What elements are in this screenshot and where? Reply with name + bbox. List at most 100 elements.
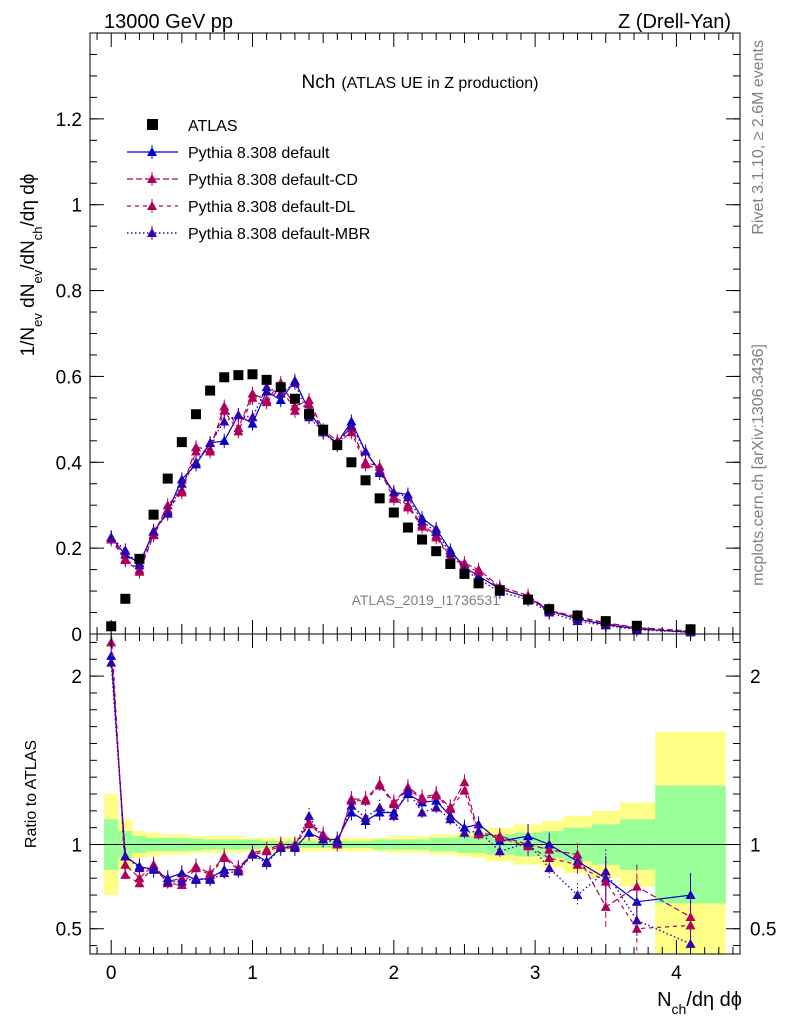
main-data-layer (106, 369, 696, 640)
legend-label: Pythia 8.308 default-MBR (188, 226, 370, 243)
ratio-marker-2 (205, 869, 216, 879)
atlas-data-point (261, 374, 272, 385)
atlas-data-point (275, 382, 286, 393)
legend-marker (147, 147, 157, 156)
ratio-marker-1 (631, 881, 642, 891)
series-marker-2 (473, 566, 484, 576)
series-marker-2 (190, 446, 201, 456)
ratio-marker-1 (120, 859, 131, 869)
ratio-marker-2 (631, 923, 642, 933)
watermark: ATLAS_2019_I1736531 (352, 592, 501, 608)
ratio-marker-3 (289, 841, 300, 851)
series-marker-2 (360, 459, 371, 469)
atlas-data-point (205, 385, 216, 396)
x-tick-label: 3 (530, 963, 541, 984)
series-marker-3 (120, 545, 131, 555)
series-marker-3 (247, 412, 258, 422)
atlas-data-point (631, 620, 642, 631)
y-tick-label: 0.4 (56, 453, 83, 474)
series-marker-3 (572, 616, 583, 626)
ratio-marker-3 (417, 807, 428, 817)
ratio-marker-3 (120, 851, 131, 861)
ratio-marker-3 (494, 846, 505, 856)
series-marker-2 (176, 487, 187, 497)
series-marker-3 (431, 526, 442, 536)
series-marker-2 (261, 397, 272, 407)
ratio-axes: 0.5 0.5 1 1 2 2 0 1 2 3 4 (56, 634, 776, 984)
x-axis-label: Nch/dη dϕ (657, 989, 742, 1017)
ratio-marker-2 (261, 846, 272, 856)
atlas-data-point (233, 370, 244, 381)
series-marker-3 (346, 420, 357, 430)
ratio-marker-3 (459, 827, 470, 837)
ratio-marker-3 (304, 810, 315, 820)
legend-label: Pythia 8.308 default-CD (188, 172, 358, 189)
y-tick-label: 1.2 (56, 110, 82, 131)
ratio-plot: 0.5 0.5 1 1 2 2 0 1 2 3 4 Ratio to ATLAS Nch/dη dϕ (23, 633, 776, 1017)
ratio-marker-3 (162, 876, 173, 886)
ratio-series-line-1 (110, 642, 691, 918)
series-line-2 (110, 386, 691, 632)
x-tick-label: 2 (389, 963, 400, 984)
ratio-marker-3 (685, 938, 696, 948)
series-marker-0 (219, 435, 230, 445)
atlas-data-point (431, 546, 442, 557)
ratio-marker-3 (402, 785, 413, 795)
ratio-marker-2 (388, 799, 399, 809)
atlas-data-point (162, 473, 173, 484)
ratio-marker-2 (190, 863, 201, 873)
legend: ATLAS Pythia 8.308 default Pythia 8.308 de… (127, 118, 370, 243)
ratio-marker-1 (600, 901, 611, 911)
ratio-marker-2 (417, 794, 428, 804)
atlas-data-point (374, 493, 385, 504)
atlas-data-point (572, 610, 583, 621)
ratio-marker-2 (600, 876, 611, 886)
ratio-marker-2 (431, 790, 442, 800)
atlas-data-point (304, 409, 315, 420)
x-tick-label: 1 (247, 963, 258, 984)
ratio-marker-0 (544, 839, 555, 849)
y-tick-label: 0.8 (56, 282, 82, 303)
series-marker-3 (289, 377, 300, 387)
legend-label: ATLAS (188, 118, 238, 135)
ratio-marker-3 (631, 915, 642, 925)
ratio-marker-2 (120, 869, 131, 879)
series-marker-3 (162, 508, 173, 518)
series-marker-3 (388, 487, 399, 497)
series-marker-3 (402, 492, 413, 502)
atlas-data-point (190, 409, 201, 420)
series-marker-2 (120, 555, 131, 565)
plot-title-main: Nch (302, 72, 336, 93)
atlas-data-point (544, 604, 555, 615)
ratio-marker-3 (219, 868, 230, 878)
ratio-marker-1 (459, 777, 470, 787)
atlas-data-point (134, 553, 145, 564)
ratio-marker-2 (134, 878, 145, 888)
legend-marker (147, 228, 157, 237)
series-marker-3 (205, 437, 216, 447)
ratio-marker-3 (318, 834, 329, 844)
atlas-data-point (388, 507, 399, 518)
ratio-y-tick-label-left: 2 (71, 667, 82, 688)
ratio-marker-3 (388, 810, 399, 820)
legend-marker-atlas (147, 119, 158, 130)
series-marker-3 (417, 516, 428, 526)
y-axis-label-main: 1/Nev dNev/dNch/dη dϕ (18, 174, 45, 357)
x-tick-label: 4 (671, 963, 682, 984)
ratio-marker-3 (346, 800, 357, 810)
ratio-marker-2 (445, 804, 456, 814)
ratio-marker-1 (685, 911, 696, 921)
atlas-data-point (473, 578, 484, 589)
ratio-marker-2 (360, 795, 371, 805)
ratio-y-tick-label-left: 1 (71, 836, 82, 857)
y-tick-label: 1 (71, 196, 82, 217)
plot-subtitle: (ATLAS UE in Z production) (341, 75, 538, 92)
main-plot: ATLAS_2019_I1736531 0 0.2 0.4 0.6 0.8 1 1.2 Nc… (18, 32, 741, 646)
series-marker-2 (304, 399, 315, 409)
atlas-data-point (289, 393, 300, 404)
atlas-data-point (148, 509, 159, 520)
rivet-label: Rivet 3.1.10, ≥ 2.6M events (750, 40, 767, 235)
x-tick-label: 0 (106, 963, 117, 984)
ratio-marker-3 (445, 814, 456, 824)
ratio-marker-0 (685, 890, 696, 900)
